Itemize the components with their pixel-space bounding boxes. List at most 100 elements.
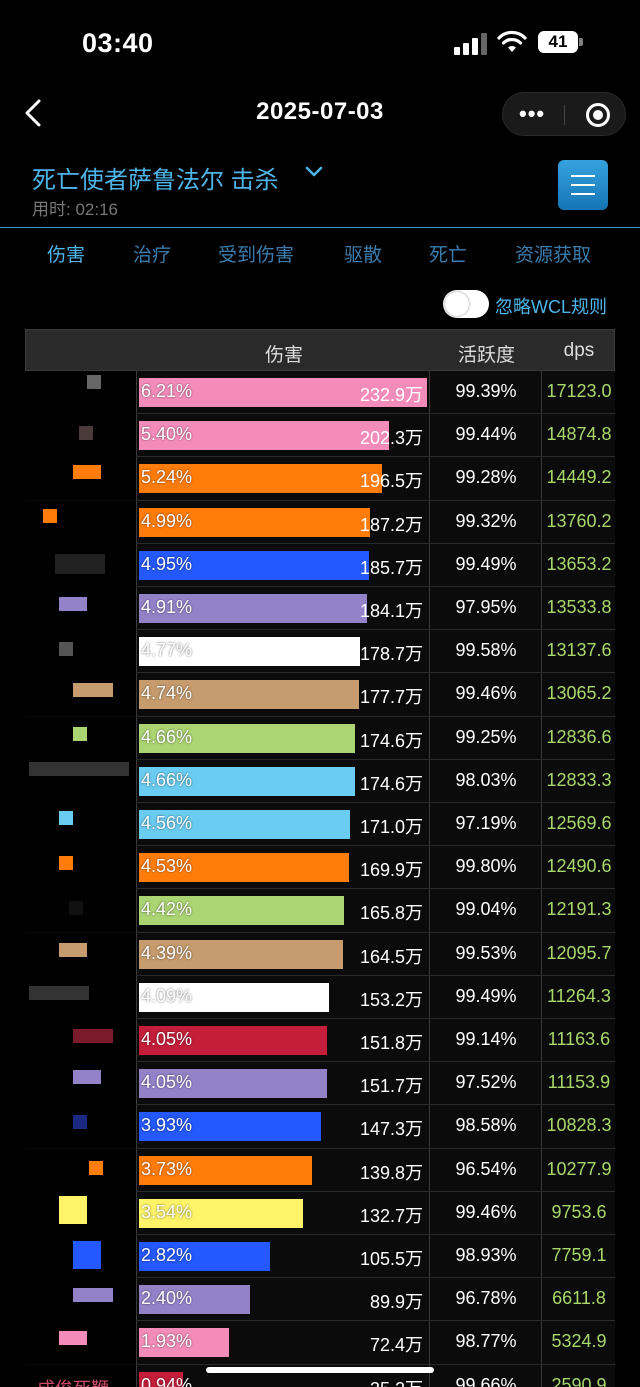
pixelated-name — [73, 683, 113, 698]
damage-cell: 4.74% 177.7万 — [136, 673, 430, 717]
damage-amount: 153.2万 — [359, 989, 423, 1010]
damage-bar — [139, 1328, 229, 1358]
damage-cell: 4.05% 151.8万 — [136, 1019, 430, 1062]
chevron-down-icon[interactable] — [305, 166, 323, 178]
close-circle-icon[interactable] — [586, 103, 610, 127]
table-row[interactable]: 4.95% 185.7万 99.49% 13653.2 — [25, 543, 615, 587]
ignore-wcl-toggle[interactable] — [443, 290, 489, 318]
damage-cell: 4.66% 174.6万 — [136, 759, 430, 803]
player-name-cell — [25, 759, 136, 803]
tab-deaths[interactable]: 死亡 — [429, 245, 468, 266]
tab-healing[interactable]: 治疗 — [133, 245, 172, 266]
table-row[interactable]: 4.53% 169.9万 99.80% 12490.6 — [25, 846, 615, 890]
table-row[interactable]: 成俊死鞭 0.94% 35.2万 99.66% 2590.9 — [25, 1364, 615, 1387]
damage-amount: 202.3万 — [359, 428, 423, 449]
damage-amount: 184.1万 — [359, 601, 423, 621]
table-row[interactable]: 3.93% 147.3万 98.58% 10828.3 — [25, 1105, 615, 1149]
dps-cell: 12095.7 — [541, 932, 615, 976]
dps-value: 6611.8 — [552, 1288, 606, 1309]
damage-percent: 4.95% — [141, 553, 193, 574]
pixelated-name — [73, 1029, 113, 1043]
table-row[interactable]: 5.24% 196.5万 99.28% 14449.2 — [25, 457, 615, 501]
activity-value: 98.58% — [455, 1115, 517, 1136]
dps-value: 13653.2 — [546, 553, 612, 574]
fight-header: 死亡使者萨鲁法尔 击杀 用时: 02:16 — [0, 140, 640, 228]
activity-value: 97.19% — [455, 813, 517, 833]
table-row[interactable]: 4.99% 187.2万 99.32% 13760.2 — [25, 500, 615, 544]
player-name-cell — [25, 1062, 136, 1106]
table-row[interactable]: 4.66% 174.6万 98.03% 12833.3 — [25, 759, 615, 803]
damage-percent: 4.09% — [141, 985, 193, 1006]
table-row[interactable]: 4.05% 151.8万 99.14% 11163.6 — [25, 1019, 615, 1063]
dps-value: 11153.9 — [547, 1072, 611, 1093]
player-name-cell — [25, 371, 136, 414]
row-divider — [136, 1363, 615, 1365]
damage-amount: 169.9万 — [359, 860, 423, 881]
activity-value: 98.77% — [455, 1331, 517, 1352]
damage-amount: 151.8万 — [359, 1033, 423, 1053]
dps-value: 2590.9 — [551, 1374, 607, 1387]
table-row[interactable]: 4.66% 174.6万 99.25% 12836.6 — [25, 716, 615, 760]
back-icon[interactable] — [20, 98, 50, 128]
more-icon[interactable]: ••• — [519, 101, 546, 126]
table-row[interactable]: 6.21% 232.9万 99.39% 17123.0 — [25, 371, 615, 415]
damage-amount: 139.8万 — [359, 1162, 423, 1183]
pixelated-name — [73, 465, 101, 480]
boss-selector-label[interactable]: 死亡使者萨鲁法尔 击杀 — [32, 167, 279, 194]
table-row[interactable]: 4.77% 178.7万 99.58% 13137.6 — [25, 630, 615, 674]
damage-bar — [139, 1069, 327, 1099]
nav-bar: 2025-07-03 ••• — [0, 88, 640, 140]
table-row[interactable]: 5.40% 202.3万 99.44% 14874.8 — [25, 414, 615, 458]
dps-value: 13137.6 — [546, 640, 612, 661]
wifi-icon — [497, 30, 527, 52]
table-row[interactable]: 4.09% 153.2万 99.49% 11264.3 — [25, 975, 615, 1019]
table-row[interactable]: 4.91% 184.1万 97.95% 13533.8 — [25, 587, 615, 631]
player-name-cell — [25, 1191, 136, 1235]
tab-resources[interactable]: 资源获取 — [515, 245, 592, 266]
damage-bar — [139, 1371, 183, 1387]
activity-value: 99.32% — [455, 510, 517, 531]
battery-tip — [579, 38, 583, 46]
page-title: 2025-07-03 — [256, 98, 384, 125]
pixelated-name — [59, 642, 73, 657]
table-row[interactable]: 3.54% 132.7万 99.46% 9753.6 — [25, 1191, 615, 1235]
dps-cell: 12490.6 — [541, 846, 615, 890]
table-row[interactable]: 2.40% 89.9万 96.78% 6611.8 — [25, 1278, 615, 1322]
tab-damage[interactable]: 伤害 — [47, 245, 86, 266]
activity-value: 99.49% — [455, 985, 517, 1006]
damage-cell: 4.66% 174.6万 — [136, 716, 430, 760]
pixelated-name — [59, 597, 87, 611]
activity-value: 98.03% — [455, 769, 517, 790]
tab-dispels[interactable]: 驱散 — [344, 245, 383, 266]
damage-cell: 3.73% 139.8万 — [136, 1148, 430, 1192]
table-row[interactable]: 2.82% 105.5万 98.93% 7759.1 — [25, 1235, 615, 1279]
row-divider — [136, 413, 615, 415]
header-damage[interactable]: 伤害 — [264, 345, 303, 366]
damage-bar — [139, 464, 382, 494]
tab-damage-taken[interactable]: 受到伤害 — [218, 245, 295, 266]
activity-value: 97.52% — [455, 1072, 517, 1093]
table-row[interactable]: 4.56% 171.0万 97.19% 12569.6 — [25, 803, 615, 847]
damage-percent: 4.99% — [141, 510, 193, 531]
header-dps[interactable]: dps — [563, 340, 595, 361]
player-name-cell — [25, 630, 136, 674]
header-activity[interactable]: 活跃度 — [457, 345, 515, 366]
table-row[interactable]: 3.73% 139.8万 96.54% 10277.9 — [25, 1148, 615, 1192]
damage-bar — [139, 378, 427, 407]
table-row[interactable]: 4.39% 164.5万 99.53% 12095.7 — [25, 932, 615, 976]
row-divider — [136, 542, 615, 544]
table-row[interactable]: 4.74% 177.7万 99.46% 13065.2 — [25, 673, 615, 717]
player-name-cell: 成俊死鞭 — [25, 1364, 136, 1387]
table-row[interactable]: 1.93% 72.4万 98.77% 5324.9 — [25, 1321, 615, 1365]
damage-percent: 3.93% — [141, 1115, 193, 1136]
damage-cell: 4.95% 185.7万 — [136, 543, 430, 587]
damage-amount: 151.7万 — [359, 1076, 423, 1097]
menu-button[interactable] — [558, 160, 608, 210]
pixelated-name — [79, 426, 93, 441]
row-divider — [136, 974, 615, 976]
dps-cell: 17123.0 — [541, 371, 615, 414]
table-row[interactable]: 4.05% 151.7万 97.52% 11153.9 — [25, 1062, 615, 1106]
damage-amount: 185.7万 — [359, 557, 423, 578]
table-row[interactable]: 4.42% 165.8万 99.04% 12191.3 — [25, 889, 615, 933]
activity-value: 99.46% — [455, 1201, 517, 1222]
